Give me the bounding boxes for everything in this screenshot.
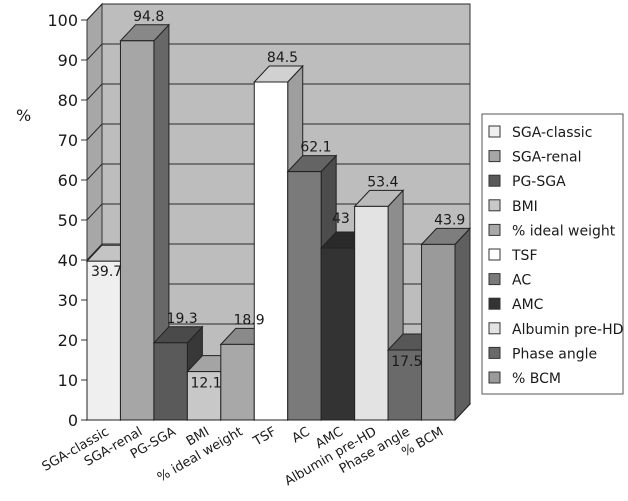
bar-series — [85, 23, 472, 422]
gridline — [86, 43, 470, 61]
legend: SGA-classic SGA-renal PG-SGA BMI % ideal wei… — [481, 113, 624, 395]
y-tick-label: 20 — [58, 331, 78, 350]
y-axis-label: % — [16, 106, 31, 125]
gridline — [86, 203, 470, 221]
legend-swatch — [488, 322, 501, 335]
bar-front — [387, 349, 423, 421]
data-label: 17.5 — [391, 354, 422, 370]
bar-front — [320, 247, 356, 421]
legend-item: Phase angle — [488, 346, 597, 362]
legend-label: SGA-classic — [512, 125, 592, 141]
bar-front — [220, 343, 255, 421]
legend-label: Phase angle — [512, 346, 597, 362]
data-labels: 39.7 94.8 19.3 12.1 18.9 84.5 62.1 43 53.4 17.5 43… — [91, 9, 465, 392]
y-tick-label: 80 — [58, 91, 78, 110]
gridline — [86, 83, 470, 101]
legend-item: TSF — [488, 248, 538, 264]
bar-side — [454, 227, 471, 422]
bar-front — [421, 243, 456, 421]
legend-swatch — [488, 297, 501, 310]
data-label: 18.9 — [233, 312, 264, 328]
y-tick-label: 70 — [58, 131, 78, 150]
y-tick-label: 50 — [58, 211, 78, 230]
data-label: 94.8 — [133, 9, 164, 25]
legend-swatch — [488, 371, 501, 384]
gridline — [86, 123, 470, 141]
data-label: 19.3 — [167, 311, 198, 327]
gridline — [86, 3, 470, 21]
bar — [152, 325, 204, 422]
data-label: 84.5 — [267, 50, 298, 66]
y-axis-ticks: 0 10 20 30 40 50 60 70 80 90 100 — [47, 11, 88, 430]
legend-item: % ideal weight — [488, 223, 616, 239]
data-label: 53.4 — [367, 174, 398, 190]
bar-front — [253, 81, 289, 421]
legend-item: BMI — [488, 199, 538, 215]
y-tick-label: 10 — [58, 371, 78, 390]
data-label: 62.1 — [300, 140, 331, 156]
legend-box — [481, 113, 624, 395]
legend-swatch — [488, 273, 501, 286]
y-tick-label: 90 — [58, 51, 78, 70]
legend-item: SGA-renal — [488, 150, 581, 166]
y-tick-label: 30 — [58, 291, 78, 310]
legend-label: % BCM — [512, 371, 561, 387]
data-label: 43.9 — [434, 212, 465, 228]
legend-label: PG-SGA — [512, 174, 566, 190]
bar-front — [287, 171, 322, 421]
legend-swatch — [488, 174, 501, 187]
x-tick-label: AC — [290, 424, 313, 446]
legend-swatch — [488, 199, 501, 212]
legend-label: Albumin pre-HD — [512, 322, 623, 338]
legend-swatch — [488, 248, 501, 261]
legend-swatch — [488, 223, 501, 236]
legend-item: % BCM — [488, 371, 561, 387]
bar-front — [354, 205, 389, 421]
legend-item: SGA-classic — [488, 125, 592, 141]
bar — [420, 227, 472, 422]
y-tick-label: 40 — [58, 251, 78, 270]
legend-swatch — [488, 346, 501, 359]
bar — [119, 23, 171, 422]
legend-label: SGA-renal — [512, 150, 581, 166]
legend-item: Albumin pre-HD — [488, 322, 623, 338]
data-label: 43 — [332, 211, 350, 227]
legend-item: AMC — [488, 297, 544, 313]
x-tick-label: TSF — [250, 424, 279, 449]
legend-label: AMC — [512, 297, 544, 313]
legend-label: % ideal weight — [512, 223, 616, 239]
data-label: 39.7 — [91, 264, 122, 280]
y-tick-label: 0 — [68, 411, 78, 430]
legend-swatch — [488, 150, 501, 163]
bar-front — [119, 40, 155, 421]
bar-front — [153, 342, 188, 421]
y-tick-label: 100 — [47, 11, 78, 30]
legend-swatch — [488, 125, 501, 138]
legend-item: AC — [488, 273, 531, 289]
data-label: 12.1 — [191, 376, 222, 392]
legend-item: PG-SGA — [488, 174, 566, 190]
legend-label: AC — [512, 273, 531, 289]
gridline — [86, 163, 470, 181]
bar-front — [86, 260, 121, 421]
legend-label: BMI — [512, 199, 538, 215]
y-tick-label: 60 — [58, 171, 78, 190]
legend-label: TSF — [511, 248, 538, 264]
